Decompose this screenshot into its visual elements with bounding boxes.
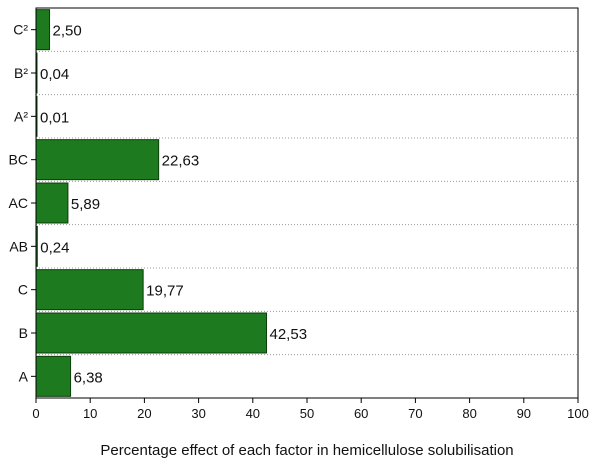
labels: A 6,38 B 42,53 C 19,77 AB 0,24 AC 5,89 BC 22,63 A² 0,… [9,22,308,387]
bar-C² [35,9,51,51]
data-label: 0,24 [40,239,69,256]
data-label: 5,89 [71,196,100,213]
data-label: 6,38 [74,369,103,386]
x-tick-label: 30 [191,406,205,421]
category-label: B² [14,65,28,81]
x-axis-title: Percentage effect of each factor in hemi… [100,442,513,459]
category-label: A² [14,108,28,124]
bar-B [35,312,268,354]
data-label: 0,04 [40,66,69,83]
x-tick-label: 60 [354,406,368,421]
category-label: A [19,368,29,384]
x-tick-label: 90 [517,406,531,421]
x-tick-label: 50 [300,406,314,421]
category-label: BC [9,152,28,168]
x-tick-label: 10 [83,406,97,421]
data-label: 2,50 [53,23,82,40]
category-label: AC [9,195,28,211]
x-tick-label: 20 [137,406,151,421]
data-label: 19,77 [146,283,184,300]
bar-C [35,269,144,311]
bars [35,9,268,397]
x-tick-label: 40 [246,406,260,421]
x-tick-label: 100 [567,406,589,421]
x-tick-label: 0 [32,406,39,421]
category-label: C² [13,22,28,38]
x-tick-label: 70 [408,406,422,421]
grid-lines [36,50,578,356]
data-label: 42,53 [270,326,308,343]
x-tick-label: 80 [462,406,476,421]
category-label: B [19,325,28,341]
bar-BC [35,139,160,181]
data-label: 22,63 [162,153,200,170]
bar-A [35,355,72,397]
data-label: 0,01 [40,109,69,126]
x-axis-ticks: 0 10 20 30 40 50 60 70 80 90 100 [31,29,589,421]
bar-AC [35,182,69,224]
category-label: AB [9,238,28,254]
category-label: C [18,282,28,298]
